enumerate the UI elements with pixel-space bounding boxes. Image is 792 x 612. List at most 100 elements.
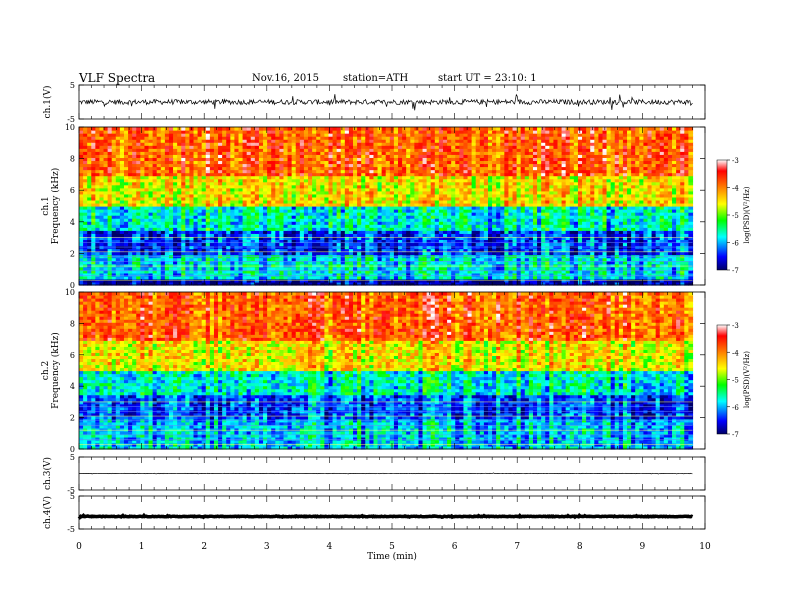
spectrogram-cell (91, 202, 96, 207)
spectrogram-cell (205, 266, 211, 271)
spectrogram-cell (87, 139, 92, 143)
spectrogram-cell (156, 221, 162, 225)
spectrogram-cell (95, 278, 101, 283)
spectrogram-cell (201, 251, 207, 256)
spectrogram-cell (132, 133, 137, 137)
spectrogram-cell (144, 257, 150, 262)
spectrogram-cell (181, 142, 186, 146)
spectrogram-cell (123, 199, 129, 204)
spectrogram-cell (140, 190, 146, 195)
spectrogram-cell (201, 172, 207, 177)
spectrogram-cell (99, 127, 105, 131)
spectrogram-cell (181, 175, 186, 180)
spectrogram-cell (148, 242, 154, 247)
spectrogram-cell (140, 193, 146, 198)
spectrogram-cell (152, 130, 158, 134)
spectrogram-cell (136, 145, 141, 149)
spectrogram-cell (181, 206, 186, 210)
spectrogram-cell (459, 127, 465, 131)
spectrogram-cell (173, 236, 178, 241)
spectrogram-cell (140, 218, 146, 222)
spectrogram-cell (111, 278, 117, 283)
spectrogram-cell (226, 190, 231, 195)
spectrogram-cell (205, 233, 211, 237)
spectrogram-cell (144, 263, 150, 268)
spectrogram-cell (99, 272, 105, 277)
spectrogram-cell (111, 172, 117, 177)
spectrogram-cell (164, 190, 170, 195)
spectrogram-cell (193, 127, 199, 131)
spectrogram-cell (189, 215, 195, 219)
spectrogram-cell (144, 142, 150, 146)
spectrogram-cell (95, 181, 101, 186)
spectrogram-cell (144, 230, 150, 234)
spectrogram-cell (197, 187, 203, 192)
spectrogram-cell (173, 251, 178, 256)
spectrogram-cell (197, 130, 203, 134)
spectrogram-cell (160, 130, 166, 134)
spectrogram-cell (222, 184, 227, 189)
spectrogram-cell (91, 169, 96, 174)
spectrogram-cell (160, 212, 166, 216)
spectrogram-cell (115, 242, 121, 247)
spectrogram-cell (213, 263, 219, 268)
spectrogram-cell (119, 145, 125, 149)
spectrogram-cell (99, 145, 105, 149)
spectrogram-cell (107, 206, 113, 210)
spectrogram-cell (79, 266, 84, 271)
spectrogram-cell (95, 145, 101, 149)
spectrogram-cell (107, 151, 113, 155)
spectrogram-cell (205, 139, 211, 143)
spectrogram-cell (197, 272, 203, 277)
spectrogram-cell (189, 278, 195, 283)
spectrogram-cell (99, 227, 105, 231)
spectrogram-cell (144, 148, 150, 152)
spectrogram-cell (181, 257, 186, 262)
spectrogram-cell (140, 230, 146, 234)
spectrogram-cell (226, 260, 231, 265)
spectrogram-cell (168, 230, 174, 234)
spectrogram-cell (123, 212, 129, 216)
spectrogram-cell (136, 230, 141, 234)
spectrogram-cell (144, 272, 150, 277)
spectrogram-cell (152, 242, 158, 247)
spectrogram-cell (119, 151, 125, 155)
spectrogram-cell (193, 236, 199, 241)
spectrogram-cell (193, 190, 199, 195)
spectrogram-cell (148, 263, 154, 268)
spectrogram-cell (91, 236, 96, 241)
spectrogram-cell (197, 181, 203, 186)
spectrogram-cell (148, 199, 154, 204)
spectrogram-cell (164, 281, 170, 286)
spectrogram-cell (197, 166, 203, 171)
spectrogram-cell (201, 272, 207, 277)
spectrogram-cell (193, 202, 199, 207)
spectrogram-cell (132, 172, 137, 177)
spectrogram-cell (132, 151, 137, 155)
spectrogram-cell (218, 163, 223, 168)
spectrogram-cell (156, 242, 162, 247)
spectrogram-cell (87, 242, 92, 247)
spectrogram-cell (201, 239, 207, 244)
spectrogram-cell (95, 172, 101, 177)
spectrogram-cell (193, 154, 199, 158)
spectrogram-cell (95, 154, 101, 158)
spectrogram-cell (218, 142, 223, 146)
spectrogram-cell (91, 233, 96, 237)
spectrogram-cell (136, 136, 141, 140)
spectrogram-cell (136, 169, 141, 174)
spectrogram-cell (115, 130, 121, 134)
spectrogram-cell (160, 133, 166, 137)
spectrogram-cell (148, 230, 154, 234)
spectrogram-cell (218, 236, 223, 241)
spectrogram-cell (99, 212, 105, 216)
spectrogram-cell (185, 148, 191, 152)
spectrogram-cell (91, 266, 96, 271)
spectrogram-cell (107, 278, 113, 283)
spectrogram-cell (226, 175, 231, 180)
spectrogram-cell (156, 209, 162, 213)
spectrogram-cell (140, 275, 146, 280)
spectrogram-cell (128, 263, 133, 268)
spectrogram-cell (197, 190, 203, 195)
spectrogram-cell (173, 266, 178, 271)
